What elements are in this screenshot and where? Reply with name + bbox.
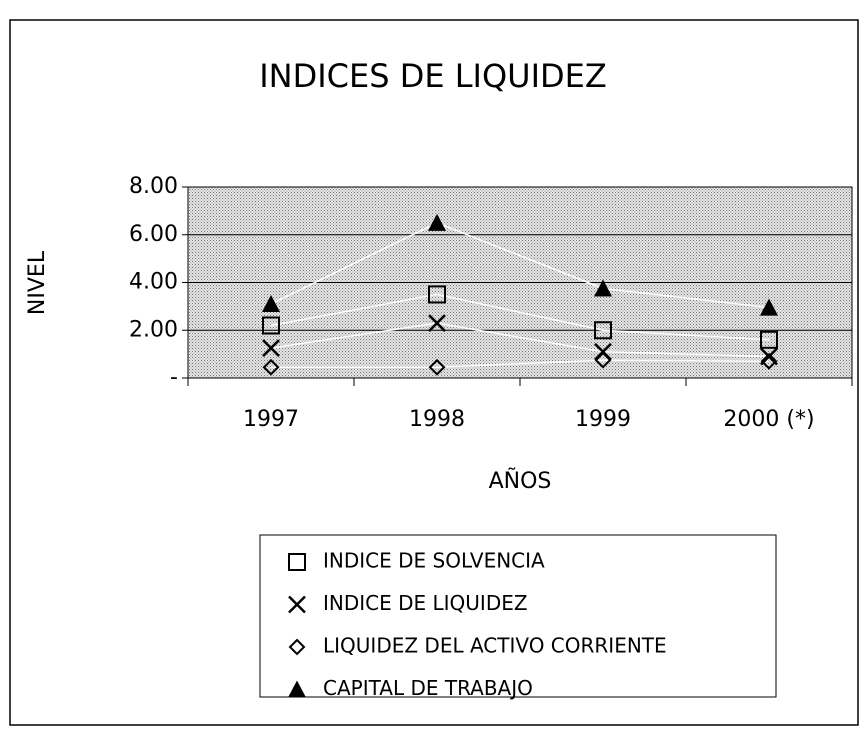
x-tick-label: 2000 (*)	[723, 407, 814, 432]
legend-label: INDICE DE LIQUIDEZ	[323, 591, 528, 615]
marker	[594, 321, 612, 340]
marker	[262, 316, 280, 335]
legend-label: CAPITAL DE TRABAJO	[323, 676, 533, 700]
x-tick-label: 1999	[575, 407, 631, 432]
marker	[262, 294, 280, 312]
y-tick-label: 8.00	[129, 174, 178, 199]
series-line	[270, 221, 770, 309]
marker	[428, 314, 446, 332]
legend	[259, 534, 777, 698]
legend-label: INDICE DE SOLVENCIA	[323, 549, 545, 573]
marker	[760, 298, 778, 316]
y-axis-label: NIVEL	[25, 250, 50, 315]
series-line	[270, 293, 770, 341]
legend-marker	[288, 595, 306, 614]
x-tick-label: 1998	[409, 407, 465, 432]
y-tick-label: -	[170, 365, 178, 390]
x-axis-label: AÑOS	[489, 467, 552, 494]
legend-marker	[288, 680, 306, 698]
marker	[428, 285, 446, 304]
marker	[428, 213, 446, 231]
marker	[594, 279, 612, 297]
frame	[9, 19, 859, 726]
marker	[262, 339, 280, 358]
chart-title: INDICES DE LIQUIDEZ	[259, 57, 607, 95]
y-tick-label: 6.00	[129, 222, 178, 247]
marker	[760, 330, 778, 349]
legend-label: LIQUIDEZ DEL ACTIVO CORRIENTE	[323, 634, 667, 658]
x-tick-label: 1997	[243, 407, 299, 432]
marker	[594, 351, 612, 369]
marker	[428, 358, 446, 376]
y-tick-label: 4.00	[129, 270, 178, 295]
marker	[262, 358, 280, 376]
marker	[760, 352, 778, 370]
legend-marker	[288, 638, 306, 656]
series-line	[270, 322, 770, 358]
legend-marker	[288, 553, 306, 571]
y-tick-label: 2.00	[129, 317, 178, 342]
series-line	[271, 359, 770, 369]
